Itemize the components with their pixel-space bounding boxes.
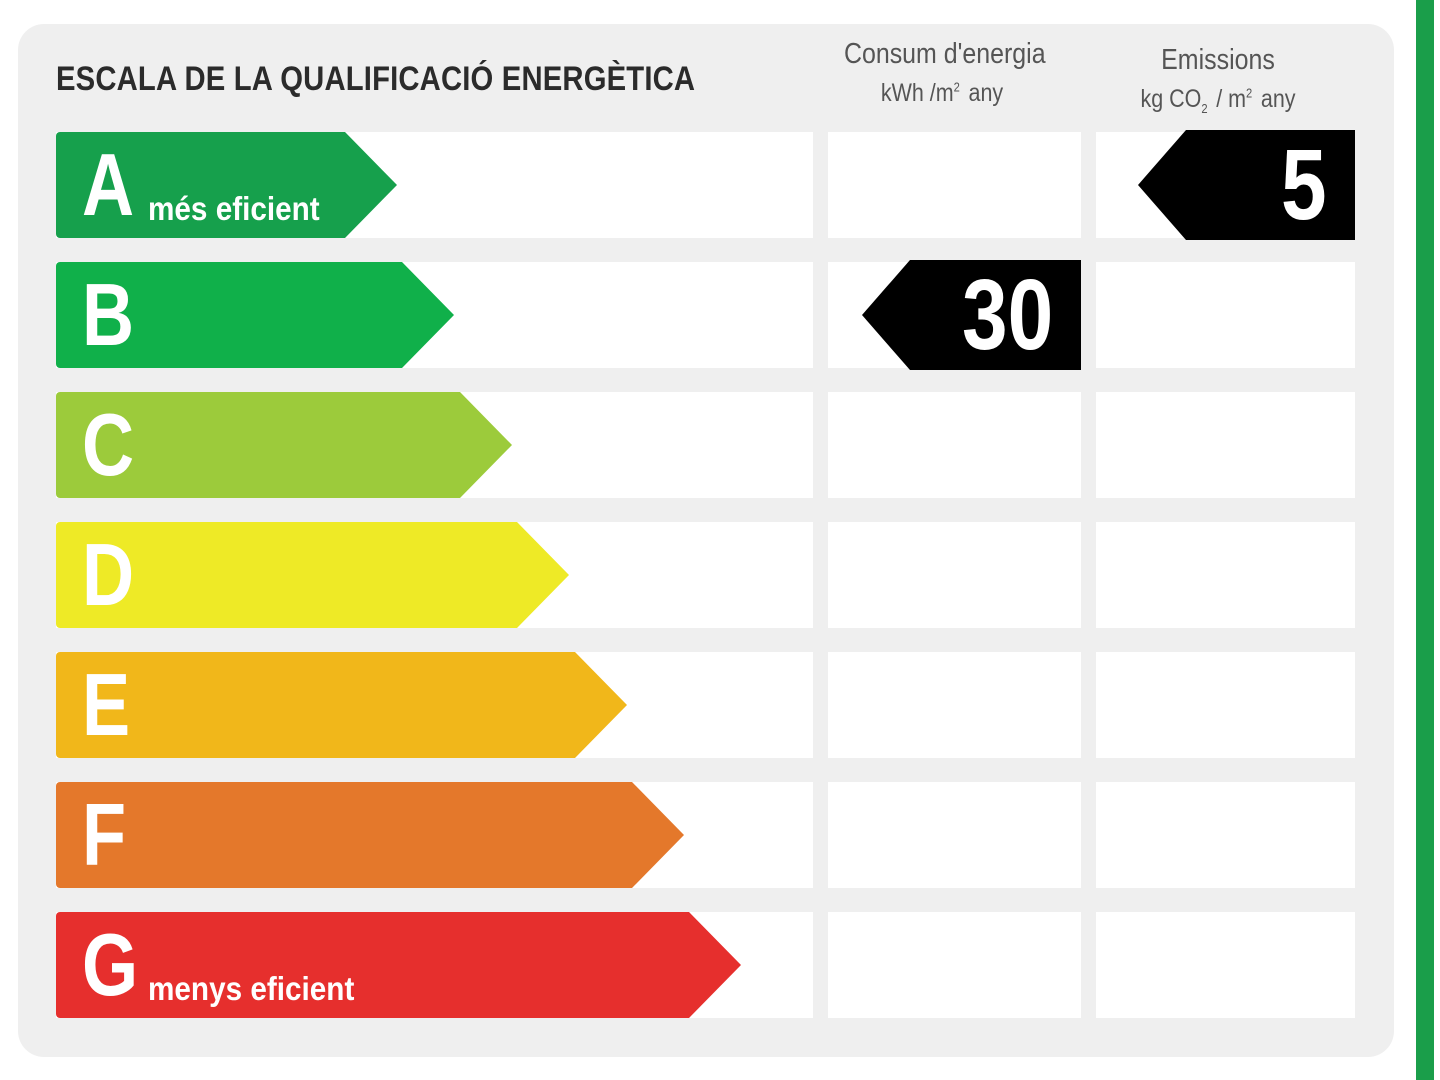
class-e-letter: E <box>82 655 131 754</box>
emissions-cell-b <box>1096 262 1355 368</box>
consum-cell-c <box>828 392 1081 498</box>
consum-column-unit: kWh /m2 any <box>880 79 1004 107</box>
emissions-rating-value: 5 <box>1281 129 1327 241</box>
class-c-arrow: C <box>56 392 512 498</box>
emissions-cell-f <box>1096 782 1355 888</box>
class-g-sublabel: menys eficient <box>148 970 355 1007</box>
class-c-letter: C <box>82 395 135 494</box>
consum-cell-e <box>828 652 1081 758</box>
class-a-sublabel: més eficient <box>148 190 320 227</box>
emissions-cell-c <box>1096 392 1355 498</box>
consum-cell-d <box>828 522 1081 628</box>
right-edge-stripe <box>1416 0 1434 1080</box>
emissions-column-title: Emissions <box>1161 44 1275 76</box>
consum-rating-marker: 30 <box>862 260 1081 370</box>
emissions-column-unit: kg CO2/ m2 any <box>1140 85 1296 116</box>
class-b-letter: B <box>82 265 135 364</box>
class-d-letter: D <box>82 525 135 624</box>
class-d-arrow: D <box>56 522 569 628</box>
class-e-arrow: E <box>56 652 627 758</box>
emissions-rating-marker: 5 <box>1138 130 1355 240</box>
emissions-cell-d <box>1096 522 1355 628</box>
class-f-letter: F <box>82 785 127 884</box>
emissions-cell-g <box>1096 912 1355 1018</box>
emissions-cell-e <box>1096 652 1355 758</box>
consum-column-title: Consum d'energia <box>843 38 1046 70</box>
emissions-column-header: Emissions kg CO2/ m2 any <box>1104 44 1332 116</box>
page-title: ESCALA DE LA QUALIFICACIÓ ENERGÈTICA <box>56 60 696 98</box>
class-a-letter: A <box>82 135 135 234</box>
consum-cell-f <box>828 782 1081 888</box>
class-g-letter: G <box>82 915 139 1014</box>
consum-column-header: Consum d'energia kWh /m2 any <box>828 38 1056 108</box>
consum-rating-value: 30 <box>961 259 1053 371</box>
consum-cell-a <box>828 132 1081 238</box>
consum-cell-g <box>828 912 1081 1018</box>
class-b-arrow: B <box>56 262 454 368</box>
class-f-arrow: F <box>56 782 684 888</box>
